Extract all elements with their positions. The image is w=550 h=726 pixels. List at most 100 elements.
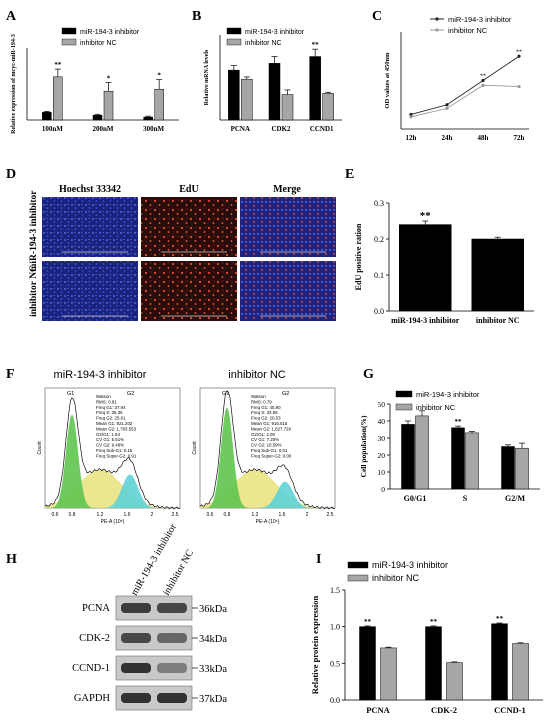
flow-stat: Freq Super-G2: 0.91: [96, 453, 137, 458]
panel-letter-h: H: [6, 552, 17, 567]
flow-stat: Freq Sub-G1: 0.15: [96, 448, 133, 453]
panel-letter-b: B: [192, 9, 201, 24]
flow-stat: CV G1: 7.20%: [251, 437, 279, 442]
bar: [92, 114, 103, 121]
flow-stat: Freq G2: 25.61: [96, 416, 126, 421]
panel-letter-d: D: [6, 167, 16, 182]
flow-stat: Freq Super-G2: 0.00: [251, 453, 292, 458]
flow-stat: Watson: [251, 394, 266, 399]
chart-a-rna-expression: Relative expression of mcyc-miR-194-3 **1…: [11, 27, 179, 134]
category-label: S: [463, 494, 468, 503]
category-label: PCNA: [231, 125, 250, 133]
image-merge-nc: [240, 261, 336, 321]
flow-stat: CV G1: 5.51%: [96, 437, 124, 442]
flow-stat: Freq S: 33.56: [251, 410, 278, 415]
bar: [501, 446, 515, 490]
band-size: 33kDa: [199, 664, 227, 675]
flow-stat: Mean G2: 1,783.553: [96, 426, 137, 431]
legend-label: inhibitor NC: [372, 573, 420, 583]
bar: [241, 78, 253, 121]
row-label-inhibitor: miR-194-3 inhibitor: [29, 190, 39, 272]
x-tick-label: 1.6: [124, 512, 131, 518]
category-label: PCNA: [366, 705, 390, 715]
scale-bars: [62, 251, 326, 317]
significance-mark: *: [107, 75, 111, 83]
significance-mark: **: [455, 418, 463, 426]
bar: [309, 56, 321, 121]
panel-f-flow-cytometry: miR-194-3 inhibitor inhibitor NC G1 G2 Wat…: [37, 369, 336, 525]
y-axis-label: Cell population(%): [359, 415, 368, 477]
y-axis-label: Relative protein expression: [310, 596, 320, 695]
legend-swatch: [61, 38, 77, 46]
significance-mark: **: [516, 49, 522, 55]
x-tick-label: 1.2: [97, 512, 104, 518]
bar: [42, 112, 52, 121]
band-label: CCND-1: [72, 663, 110, 674]
category-label: miR-194-3 inhibitor: [391, 316, 460, 325]
flow-title-inhibitor: miR-194-3 inhibitor: [54, 369, 147, 381]
y-tick-label: 0: [381, 485, 385, 494]
y-tick-label: 50: [378, 400, 386, 409]
bar: [515, 447, 529, 490]
panel-letter-c: C: [372, 9, 382, 24]
peak-label-g2: G2: [282, 391, 289, 397]
flow-stat: Mean G2: 1,827.726: [251, 426, 292, 431]
band-label: CDK-2: [79, 633, 110, 644]
band-size: 36kDa: [199, 604, 227, 615]
panel-letter-g: G: [363, 367, 374, 382]
protein-band: [121, 603, 151, 613]
histogram-line: [44, 397, 181, 510]
category-label: 100nM: [42, 125, 63, 133]
y-tick-label: 0.3: [374, 199, 384, 208]
y-axis-label: Count: [37, 441, 43, 455]
band-label: GAPDH: [74, 693, 111, 704]
panel-h-western-blot: miR-194-3 inhibitor inhibitor NC PCNA 36k…: [72, 521, 227, 711]
flow-stat: Freq G1: 37.94: [96, 405, 126, 410]
category-label: CDK2: [271, 125, 291, 133]
flow-stat: RMS: 0.79: [251, 399, 272, 404]
legend-label: inhibitor NC: [416, 403, 456, 412]
band-label: PCNA: [82, 603, 110, 614]
band-size: 37kDa: [199, 694, 227, 705]
significance-mark: **: [364, 618, 372, 626]
x-tick-label: 72h: [514, 134, 525, 142]
x-tick-label: 0.6: [207, 512, 214, 518]
peak-label-g1: G1: [222, 391, 229, 397]
x-tick-label: 1.6: [279, 512, 286, 518]
category-label: CCND1: [310, 125, 334, 133]
y-tick-label: 1.0: [330, 623, 340, 632]
flow-stat: CV G2: 9.48%: [96, 443, 124, 448]
flow-stat: Freq Sub-G1: 0.01: [251, 448, 288, 453]
series-line: [410, 84, 520, 118]
panel-letters: A B C D E F G H I: [6, 9, 382, 567]
category-label: 200nM: [93, 125, 114, 133]
data-point: [517, 84, 521, 89]
x-tick-label: 1.2: [252, 512, 259, 518]
data-point: [445, 106, 449, 110]
flow-stat: Watson: [96, 394, 111, 399]
bar: [446, 662, 463, 701]
category-label: CCND-1: [494, 705, 526, 715]
data-point: [445, 103, 449, 107]
bar: [380, 647, 397, 701]
panel-letter-e: E: [345, 167, 354, 182]
bar: [228, 69, 240, 121]
y-tick-label: 0.1: [374, 271, 384, 280]
image-merge-inhibitor: [240, 197, 336, 257]
col-label-edu: EdU: [179, 184, 198, 195]
y-axis-label: Count: [192, 441, 198, 455]
data-point: [409, 115, 413, 119]
bar: [451, 427, 465, 490]
significance-mark: **: [54, 61, 62, 69]
lane-label-nc: inhibitor NC: [161, 548, 196, 598]
significance-mark: **: [496, 615, 504, 623]
legend-swatch: [61, 27, 77, 35]
significance-mark: **: [420, 210, 432, 222]
histogram-line: [199, 390, 336, 510]
legend-label: inhibitor NC: [245, 40, 282, 47]
col-label-merge: Merge: [273, 184, 301, 195]
bar: [53, 76, 63, 121]
bar: [103, 90, 114, 121]
flow-stat: Mean G1: 915.515: [251, 421, 288, 426]
